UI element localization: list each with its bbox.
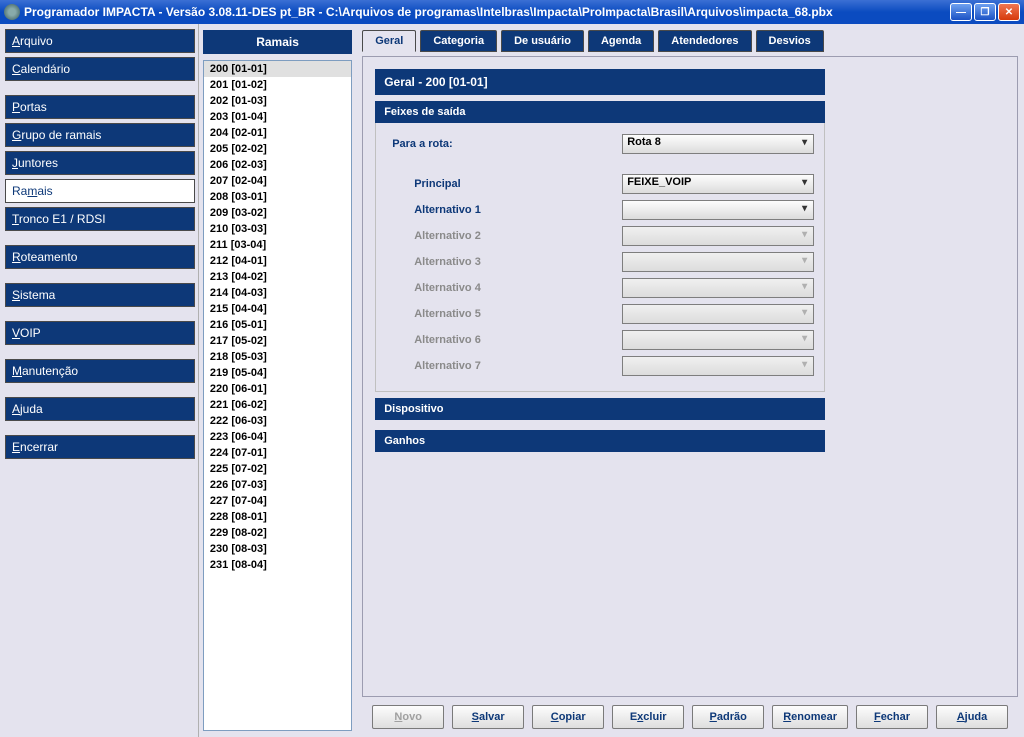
list-item[interactable]: 217 [05-02]	[204, 333, 351, 349]
list-item[interactable]: 200 [01-01]	[204, 61, 351, 77]
bundle-label: Alternativo 2	[392, 230, 622, 242]
bundle-select	[622, 356, 814, 376]
sidebar-item[interactable]: Sistema	[5, 283, 195, 307]
list-item[interactable]: 208 [03-01]	[204, 189, 351, 205]
list-item[interactable]: 206 [02-03]	[204, 157, 351, 173]
sidebar-item[interactable]: Calendário	[5, 57, 195, 81]
list-item[interactable]: 225 [07-02]	[204, 461, 351, 477]
sidebar-item[interactable]: Encerrar	[5, 435, 195, 459]
bundle-select[interactable]: FEIXE_VOIP	[622, 174, 814, 194]
action-button[interactable]: Renomear	[772, 705, 848, 729]
list-item[interactable]: 220 [06-01]	[204, 381, 351, 397]
sidebar-item[interactable]: Portas	[5, 95, 195, 119]
sidebar-item[interactable]: Arquivo	[5, 29, 195, 53]
route-select[interactable]: Rota 8	[622, 134, 814, 154]
list-item[interactable]: 224 [07-01]	[204, 445, 351, 461]
close-button[interactable]: ✕	[998, 3, 1020, 21]
list-item[interactable]: 204 [02-01]	[204, 125, 351, 141]
list-item[interactable]: 212 [04-01]	[204, 253, 351, 269]
dispositivo-header[interactable]: Dispositivo	[375, 398, 825, 420]
list-item[interactable]: 214 [04-03]	[204, 285, 351, 301]
list-item[interactable]: 211 [03-04]	[204, 237, 351, 253]
sidebar-item[interactable]: Ramais	[5, 179, 195, 203]
titlebar: Programador IMPACTA - Versão 3.08.11-DES…	[0, 0, 1024, 24]
bundle-select	[622, 304, 814, 324]
bundle-select	[622, 226, 814, 246]
route-label: Para a rota:	[392, 138, 622, 150]
maximize-button[interactable]: ❐	[974, 3, 996, 21]
app-icon	[4, 4, 20, 20]
feixes-header: Feixes de saída	[375, 101, 825, 123]
list-item[interactable]: 203 [01-04]	[204, 109, 351, 125]
bundle-label: Alternativo 5	[392, 308, 622, 320]
bundle-select[interactable]	[622, 200, 814, 220]
sidebar: Arquivo Calendário Portas Grupo de ramais Ju…	[0, 24, 199, 737]
sidebar-item[interactable]: Ajuda	[5, 397, 195, 421]
action-button: Novo	[372, 705, 444, 729]
list-item[interactable]: 222 [06-03]	[204, 413, 351, 429]
feixes-body: Para a rota: Rota 8 PrincipalFEIXE_VOIPA…	[375, 123, 825, 392]
action-button[interactable]: Padrão	[692, 705, 764, 729]
list-item[interactable]: 215 [04-04]	[204, 301, 351, 317]
bundle-label: Alternativo 6	[392, 334, 622, 346]
tab[interactable]: Atendedores	[658, 30, 751, 52]
ramais-column: Ramais 200 [01-01]201 [01-02]202 [01-03]…	[199, 24, 356, 737]
list-item[interactable]: 226 [07-03]	[204, 477, 351, 493]
list-item[interactable]: 218 [05-03]	[204, 349, 351, 365]
tabs: GeralCategoriaDe usuárioAgendaAtendedore…	[362, 30, 1018, 52]
bundle-label: Alternativo 7	[392, 360, 622, 372]
content-column: GeralCategoriaDe usuárioAgendaAtendedore…	[356, 24, 1024, 737]
sidebar-item[interactable]: Grupo de ramais	[5, 123, 195, 147]
list-header: Ramais	[203, 30, 352, 54]
sidebar-item[interactable]: Roteamento	[5, 245, 195, 269]
bundle-label: Principal	[392, 178, 622, 190]
tab[interactable]: Desvios	[756, 30, 824, 52]
tab[interactable]: Categoria	[420, 30, 497, 52]
ganhos-header[interactable]: Ganhos	[375, 430, 825, 452]
panel-frame: Geral - 200 [01-01] Feixes de saída Para…	[362, 56, 1018, 697]
list-item[interactable]: 210 [03-03]	[204, 221, 351, 237]
list-item[interactable]: 219 [05-04]	[204, 365, 351, 381]
list-item[interactable]: 228 [08-01]	[204, 509, 351, 525]
button-bar: Novo Salvar Copiar Excluir Padrão Renomear Fec…	[362, 697, 1018, 737]
list-item[interactable]: 216 [05-01]	[204, 317, 351, 333]
action-button[interactable]: Salvar	[452, 705, 524, 729]
sidebar-item[interactable]: Juntores	[5, 151, 195, 175]
bundle-label: Alternativo 4	[392, 282, 622, 294]
list-item[interactable]: 229 [08-02]	[204, 525, 351, 541]
sidebar-item[interactable]: VOIP	[5, 321, 195, 345]
list-item[interactable]: 231 [08-04]	[204, 557, 351, 573]
action-button[interactable]: Fechar	[856, 705, 928, 729]
list-item[interactable]: 205 [02-02]	[204, 141, 351, 157]
action-button[interactable]: Copiar	[532, 705, 604, 729]
tab[interactable]: De usuário	[501, 30, 584, 52]
sidebar-item[interactable]: Tronco E1 / RDSI	[5, 207, 195, 231]
tab[interactable]: Agenda	[588, 30, 654, 52]
bundle-select	[622, 278, 814, 298]
tab[interactable]: Geral	[362, 30, 416, 52]
bundle-label: Alternativo 1	[392, 204, 622, 216]
list-item[interactable]: 213 [04-02]	[204, 269, 351, 285]
minimize-button[interactable]: —	[950, 3, 972, 21]
list-item[interactable]: 227 [07-04]	[204, 493, 351, 509]
list-item[interactable]: 223 [06-04]	[204, 429, 351, 445]
list-item[interactable]: 221 [06-02]	[204, 397, 351, 413]
bundle-label: Alternativo 3	[392, 256, 622, 268]
list-item[interactable]: 230 [08-03]	[204, 541, 351, 557]
list-item[interactable]: 202 [01-03]	[204, 93, 351, 109]
action-button[interactable]: Excluir	[612, 705, 684, 729]
list-item[interactable]: 209 [03-02]	[204, 205, 351, 221]
action-button[interactable]: Ajuda	[936, 705, 1008, 729]
list-item[interactable]: 201 [01-02]	[204, 77, 351, 93]
ramais-listbox[interactable]: 200 [01-01]201 [01-02]202 [01-03]203 [01…	[203, 60, 352, 731]
bundle-select	[622, 252, 814, 272]
section-title: Geral - 200 [01-01]	[375, 69, 825, 95]
bundle-select	[622, 330, 814, 350]
list-item[interactable]: 207 [02-04]	[204, 173, 351, 189]
sidebar-item[interactable]: Manutenção	[5, 359, 195, 383]
window-title: Programador IMPACTA - Versão 3.08.11-DES…	[24, 5, 950, 19]
